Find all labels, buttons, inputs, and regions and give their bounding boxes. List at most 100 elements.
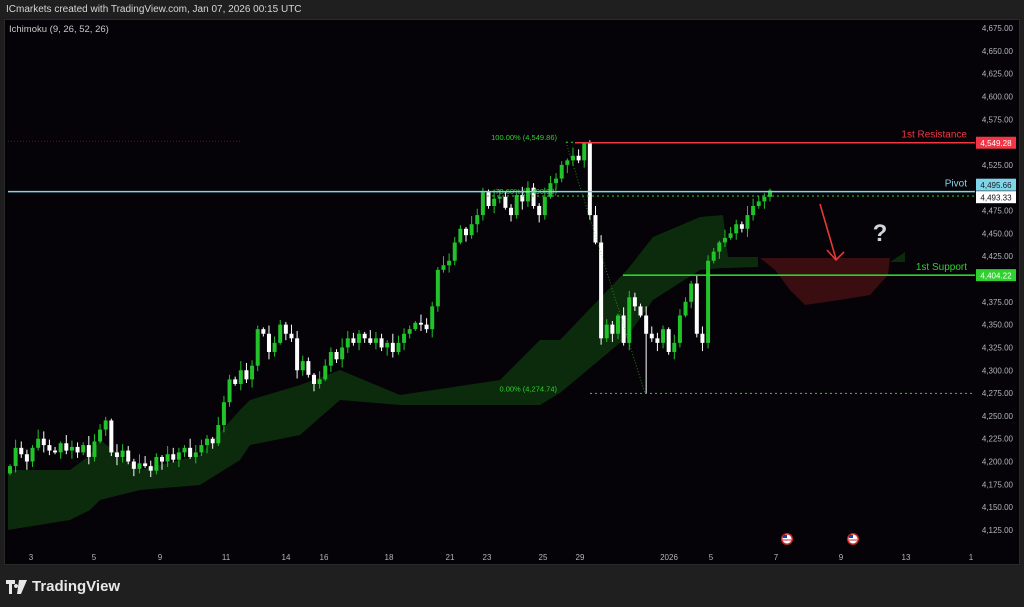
- candle: [250, 360, 255, 388]
- candle-body: [751, 205, 756, 216]
- x-axis-tick-label: 5: [92, 553, 97, 562]
- candle: [64, 435, 69, 455]
- y-axis-tick-label: 4,625.00: [982, 70, 1014, 79]
- candle-body: [464, 228, 468, 236]
- tradingview-logo[interactable]: TradingView: [6, 578, 120, 595]
- candle: [666, 327, 671, 355]
- candle: [244, 362, 249, 384]
- candle: [75, 442, 80, 458]
- x-axis-tick-label: 23: [483, 553, 492, 562]
- candle-body: [334, 352, 339, 360]
- candle: [418, 314, 423, 332]
- candle-body: [227, 379, 232, 403]
- candle-body: [559, 164, 564, 179]
- indicator-label[interactable]: Ichimoku (9, 26, 52, 26): [9, 24, 109, 35]
- candle: [728, 226, 733, 240]
- candle-body: [694, 283, 699, 334]
- candle: [266, 325, 271, 360]
- candle: [452, 237, 457, 266]
- candle-body: [728, 233, 733, 238]
- candle: [756, 195, 761, 209]
- candle: [683, 297, 688, 318]
- candle-body: [756, 201, 761, 206]
- candle-body: [289, 333, 294, 339]
- candle-body: [655, 338, 660, 343]
- candle-body: [576, 155, 581, 161]
- candle: [503, 191, 508, 210]
- candle-body: [92, 441, 97, 457]
- candle: [700, 326, 705, 352]
- candle-body: [390, 342, 395, 353]
- candle: [160, 455, 164, 470]
- candle: [289, 324, 294, 342]
- candle: [323, 359, 328, 382]
- candle-body: [148, 466, 153, 471]
- candle: [205, 435, 210, 454]
- candle: [407, 325, 412, 339]
- candle-body: [661, 329, 666, 343]
- candle-body: [599, 242, 604, 339]
- candle: [593, 205, 598, 245]
- candle: [328, 347, 333, 373]
- candle-body: [312, 374, 316, 384]
- candle: [345, 331, 350, 353]
- price-chart[interactable]: 100.00% (4,549.86)78.60% (4,490.98)0.00%…: [0, 0, 1024, 566]
- candle: [576, 149, 581, 164]
- y-axis-tick-label: 4,275.00: [982, 389, 1014, 398]
- y-axis-tick-label: 4,250.00: [982, 412, 1014, 421]
- candle-body: [593, 215, 598, 243]
- candle: [379, 333, 384, 352]
- candle-body: [706, 260, 711, 343]
- candle: [334, 349, 339, 363]
- candle-body: [447, 260, 452, 266]
- candle: [171, 447, 176, 463]
- y-axis-tick-label: 4,425.00: [982, 252, 1014, 261]
- candle-body: [24, 454, 29, 462]
- candle: [210, 436, 215, 449]
- candle: [36, 429, 41, 451]
- x-axis-tick-label: 29: [576, 553, 585, 562]
- candle-body: [176, 452, 181, 460]
- candle-body: [36, 438, 41, 448]
- candle-body: [193, 452, 198, 457]
- candle-body: [64, 443, 69, 451]
- candle-body: [768, 190, 772, 197]
- candle-body: [570, 155, 575, 161]
- candle-body: [233, 379, 238, 384]
- y-axis-tick-label: 4,175.00: [982, 480, 1014, 489]
- candle-body: [621, 315, 626, 343]
- y-axis-tick-label: 4,575.00: [982, 115, 1014, 124]
- candle: [435, 267, 440, 312]
- candle: [137, 454, 142, 474]
- candle: [475, 208, 480, 233]
- candle: [649, 326, 654, 342]
- candle: [559, 161, 564, 183]
- candle-body: [351, 338, 356, 343]
- candle: [424, 318, 429, 333]
- candle-body: [430, 306, 435, 330]
- candle-body: [632, 297, 637, 307]
- candle: [216, 416, 221, 447]
- candle: [283, 321, 288, 341]
- candle: [762, 193, 767, 209]
- candle-body: [160, 456, 164, 462]
- candle: [413, 320, 418, 332]
- candle: [148, 460, 153, 478]
- y-axis-tick-label: 4,325.00: [982, 343, 1014, 352]
- candle: [621, 307, 626, 346]
- candle: [627, 290, 632, 351]
- candle: [53, 446, 58, 455]
- candle: [306, 357, 311, 378]
- us-economic-event-flag-icon[interactable]: [847, 533, 859, 545]
- candle-body: [261, 329, 266, 334]
- candle: [587, 140, 592, 220]
- us-economic-event-flag-icon[interactable]: [781, 533, 793, 545]
- flag-canton: [849, 535, 853, 538]
- x-axis-tick-label: 18: [385, 553, 394, 562]
- candle: [610, 320, 615, 342]
- candle: [458, 225, 463, 245]
- candle-body: [238, 370, 243, 384]
- candle: [227, 374, 232, 407]
- resistance-price-tag: [976, 136, 1016, 149]
- y-axis-tick-label: 4,450.00: [982, 229, 1014, 238]
